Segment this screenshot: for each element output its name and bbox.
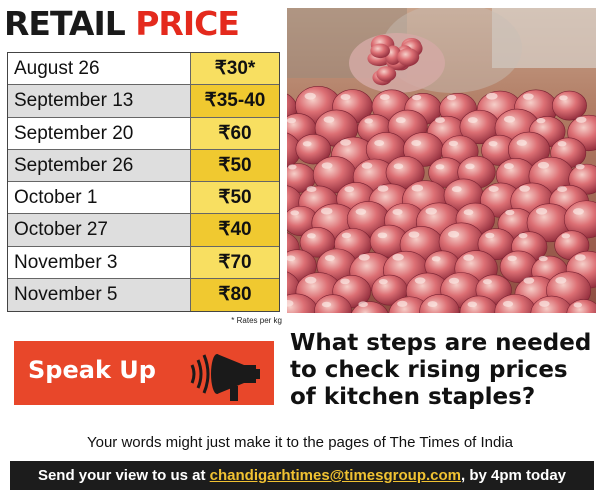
onions-photo — [287, 8, 596, 313]
table-row: October 27 ₹40 — [8, 214, 279, 247]
cta-prefix: Send your view to us at — [37, 467, 210, 484]
title-retail: RETAIL — [4, 4, 126, 43]
row-price: ₹40 — [191, 214, 279, 246]
table-row: September 13 ₹35-40 — [8, 85, 279, 118]
cta-suffix: , by 4pm today — [461, 467, 567, 484]
row-date: October 1 — [8, 182, 191, 214]
row-price: ₹60 — [191, 117, 279, 149]
table-row: September 20 ₹60 — [8, 117, 279, 150]
table-row: October 1 ₹50 — [8, 182, 279, 215]
row-price: ₹50 — [191, 149, 279, 182]
question-line: What steps are needed — [290, 330, 592, 356]
table-row: August 26 ₹30* — [8, 53, 279, 86]
row-date: September 20 — [8, 117, 191, 149]
title-price: PRICE — [135, 4, 240, 43]
question-line: to check rising prices — [290, 357, 568, 383]
row-date: September 13 — [8, 85, 191, 117]
cta-bar: Send your view to us at chandigarhtimes@… — [10, 461, 594, 490]
row-date: September 26 — [8, 149, 191, 182]
table-row: November 5 ₹80 — [8, 279, 279, 312]
row-price: ₹80 — [191, 279, 279, 312]
speak-up-banner: Speak Up — [14, 341, 274, 405]
speak-up-label: Speak Up — [28, 356, 156, 384]
row-date: August 26 — [8, 53, 191, 85]
question-headline: What steps are needed to check rising pr… — [290, 330, 595, 411]
row-date: October 27 — [8, 214, 191, 246]
your-words-text: Your words might just make it to the pag… — [86, 434, 514, 451]
row-price: ₹30* — [191, 53, 279, 85]
row-price: ₹70 — [191, 246, 279, 279]
megaphone-icon — [190, 354, 260, 401]
table-row: November 3 ₹70 — [8, 246, 279, 280]
row-price: ₹50 — [191, 182, 279, 214]
question-line: of kitchen staples? — [290, 384, 536, 410]
table-row: September 26 ₹50 — [8, 149, 279, 183]
page-title: RETAIL PRICE — [4, 4, 284, 44]
email-link[interactable]: chandigarhtimes@timesgroup.com — [209, 467, 461, 484]
row-date: November 3 — [8, 246, 191, 279]
price-table: August 26 ₹30* September 13 ₹35-40 Septe… — [7, 52, 280, 312]
row-price: ₹35-40 — [191, 85, 279, 117]
onions-image — [287, 8, 596, 313]
row-date: November 5 — [8, 279, 191, 312]
rates-footnote: * Rates per kg — [231, 316, 282, 325]
